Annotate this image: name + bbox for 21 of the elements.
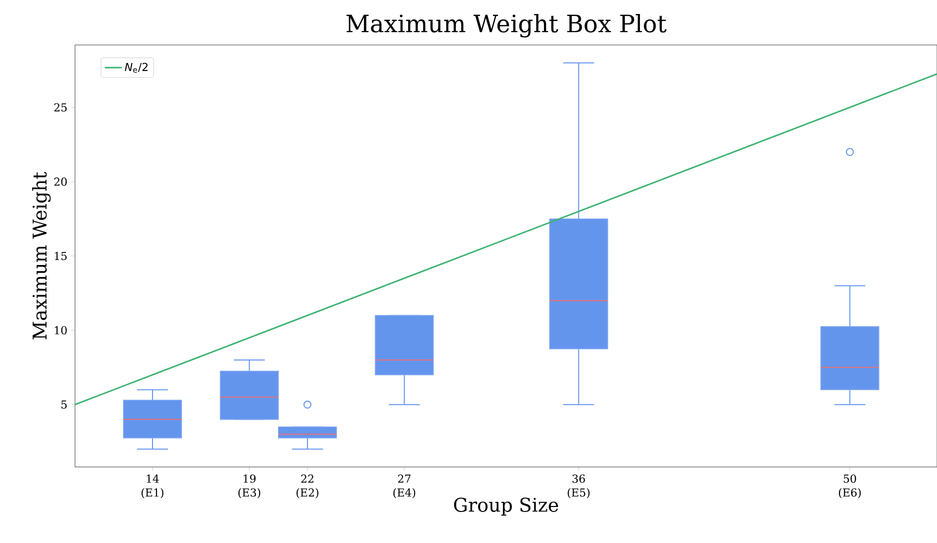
y-tick-label: 15 (54, 252, 67, 260)
text: (E4) (393, 488, 416, 498)
text: (E2) (296, 488, 318, 498)
text: (E1) (142, 488, 164, 498)
x-axis-title: Group Size (454, 498, 558, 516)
y-tick-label: 25 (54, 103, 67, 112)
text: (E6) (838, 488, 861, 498)
text: (E3) (238, 488, 260, 498)
x-tick-label: 27 (398, 474, 410, 483)
y-tick-label: 5 (61, 400, 67, 409)
x-tick-label: 19 (244, 474, 256, 483)
chart-title: Maximum Weight Box Plot (346, 14, 666, 38)
y-axis-title: Maximum Weight (32, 172, 51, 340)
legend-label: N$_{e}$/2 (124, 62, 148, 73)
y-tick-label: 20 (54, 178, 67, 186)
x-tick-label: 22 (301, 474, 314, 483)
x-tick-label: 36 (572, 474, 585, 483)
y-tick-label: 10 (54, 326, 67, 334)
text: (E5) (568, 488, 590, 498)
x-tick-label: 50 (844, 474, 856, 483)
x-tick-label: 14 (146, 474, 159, 483)
